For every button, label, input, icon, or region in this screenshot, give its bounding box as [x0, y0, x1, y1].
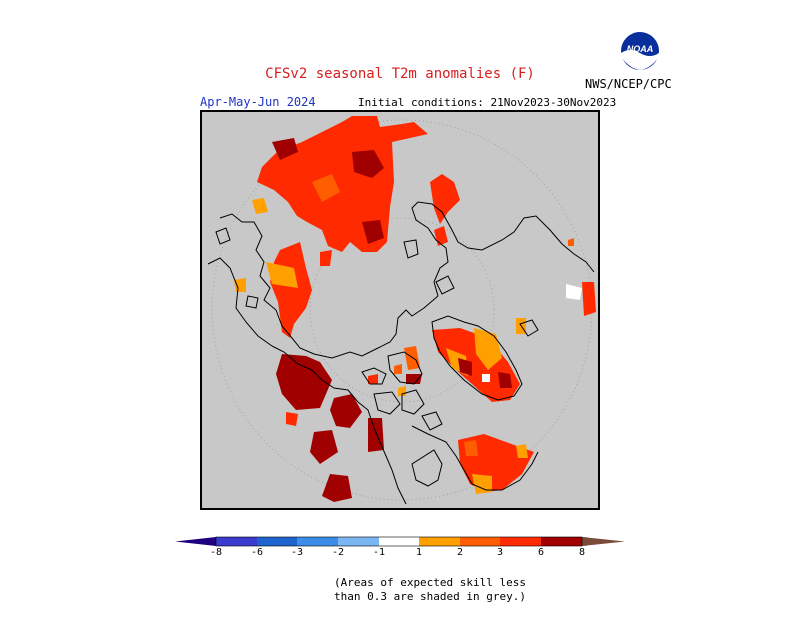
initial-conditions-label: Initial conditions: 21Nov2023-30Nov2023	[358, 96, 617, 109]
colorbar-bin-1-2	[419, 537, 460, 546]
colorbar-bin-m2-m1	[338, 537, 379, 546]
colorbar	[175, 536, 625, 547]
colorbar-bin-m1-1	[379, 537, 419, 546]
colorbar-label: -6	[250, 547, 264, 558]
colorbar-label: 6	[537, 547, 545, 558]
anomaly-alaska	[276, 354, 384, 502]
anomaly-greenland	[432, 318, 526, 402]
skill-footnote: (Areas of expected skill less than 0.3 a…	[330, 576, 530, 604]
colorbar-bin-m8-m6	[216, 537, 257, 546]
colorbar-label: 3	[496, 547, 504, 558]
noaa-logo-text: NOAA	[627, 44, 654, 54]
coastlines	[207, 201, 595, 505]
anomaly-central-asia	[234, 242, 332, 338]
anomaly-eastern-canada	[458, 434, 534, 494]
agency-label: NWS/NCEP/CPC	[585, 77, 672, 91]
colorbar-bin-2-3	[460, 537, 500, 546]
polar-map	[200, 110, 600, 510]
noaa-logo-icon: NOAA	[621, 32, 659, 70]
colorbar-label: -3	[290, 547, 304, 558]
colorbar-bin-m3-m2	[297, 537, 338, 546]
skill-footnote-line2: than 0.3 are shaded in grey.)	[333, 590, 527, 603]
colorbar-label: 1	[415, 547, 423, 558]
colorbar-arrow-high	[582, 537, 625, 546]
colorbar-bin-m6-m3	[257, 537, 297, 546]
colorbar-label: 2	[456, 547, 464, 558]
anomaly-far-east	[566, 238, 596, 316]
colorbar-label: -1	[372, 547, 386, 558]
colorbar-label: -8	[209, 547, 223, 558]
season-label: Apr-May-Jun 2024	[200, 95, 316, 109]
colorbar-arrow-low	[175, 537, 216, 546]
colorbar-bin-6-8	[541, 537, 582, 546]
polar-map-svg	[207, 116, 596, 505]
anomaly-canadian-arctic	[368, 346, 422, 396]
skill-footnote-line1: (Areas of expected skill less	[333, 576, 527, 589]
colorbar-label: -2	[331, 547, 345, 558]
anomaly-siberia	[252, 116, 428, 252]
colorbar-bin-3-6	[500, 537, 541, 546]
colorbar-label: 8	[578, 547, 586, 558]
map-title: CFSv2 seasonal T2m anomalies (F)	[265, 66, 535, 82]
anomaly-scandinavia	[430, 174, 460, 246]
